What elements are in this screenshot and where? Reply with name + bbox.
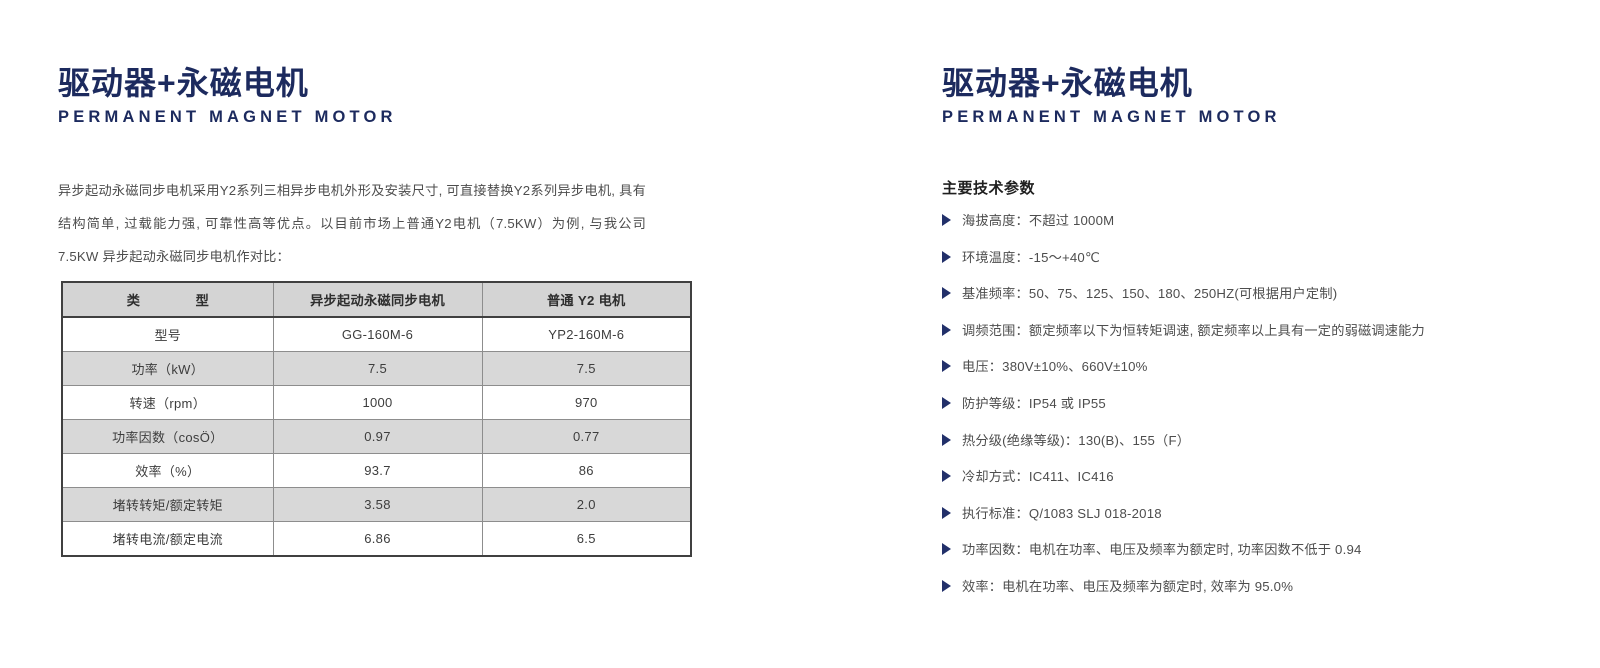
spec-list-item: 防护等级：IP54 或 IP55 [935,395,1555,432]
spec-list-item-label: 冷却方式：IC411、IC416 [962,469,1114,485]
table-header-row: 类 型 异步起动永磁同步电机 普通 Y2 电机 [61,281,692,318]
row-value-b: 2.0 [481,487,692,522]
left-panel: 驱动器+永磁电机 PERMANENT MAGNET MOTOR 异步起动永磁同步… [58,0,738,668]
row-label: 功率（kW） [61,351,274,386]
spec-list-item-label: 防护等级：IP54 或 IP55 [962,395,1106,411]
spec-list-item: 基准频率：50、75、125、150、180、250HZ(可根据用户定制) [935,285,1555,322]
row-label: 型号 [61,316,274,352]
triangle-right-icon [942,214,951,226]
spec-list-item: 电压：380V±10%、660V±10% [935,358,1555,395]
row-label: 效率（%） [61,453,274,488]
triangle-right-icon [942,543,951,556]
row-value-a: 3.58 [272,487,483,522]
triangle-right-icon [942,323,951,336]
row-label: 堵转电流/额定电流 [61,521,274,557]
table-row: 堵转电流/额定电流 6.86 6.5 [61,521,692,557]
spec-list: 海拔高度：不超过 1000M 环境温度：-15～+40℃ 基准频率：50、75、… [935,212,1555,615]
row-value-b: 0.77 [481,419,692,454]
right-brand-block: 驱动器+永磁电机 PERMANENT MAGNET MOTOR [942,64,1281,127]
row-value-b: 7.5 [481,351,692,386]
right-brand-title-cn: 驱动器+永磁电机 [942,65,1193,101]
left-brand-title-cn: 驱动器+永磁电机 [58,65,309,101]
spec-list-item: 海拔高度：不超过 1000M [935,212,1555,249]
row-value-a: 1000 [272,385,483,420]
triangle-right-icon [942,506,951,519]
left-brand-block: 驱动器+永磁电机 PERMANENT MAGNET MOTOR [58,64,397,127]
table-row: 堵转转矩/额定转矩 3.58 2.0 [61,487,692,522]
spec-list-item: 执行标准：Q/1083 SLJ 018-2018 [935,505,1555,542]
row-value-b: 970 [481,385,692,420]
triangle-right-icon [942,287,951,300]
row-value-a: 6.86 [272,521,483,557]
comparison-table: 类 型 异步起动永磁同步电机 普通 Y2 电机 型号 GG-160M-6 YP2… [61,281,692,557]
row-value-a: 93.7 [272,453,483,488]
row-value-a: 7.5 [272,351,483,386]
row-label: 堵转转矩/额定转矩 [61,487,274,522]
right-brand-title-en: PERMANENT MAGNET MOTOR [942,108,1281,127]
table-row: 转速（rpm） 1000 970 [61,385,692,420]
table-body: 型号 GG-160M-6 YP2-160M-6 功率（kW） 7.5 7.5 转… [61,316,692,557]
triangle-right-icon [942,396,951,409]
left-brand-title-en: PERMANENT MAGNET MOTOR [58,108,397,127]
spec-list-item-label: 基准频率：50、75、125、150、180、250HZ(可根据用户定制) [962,286,1338,302]
triangle-right-icon [942,433,951,446]
spec-list-item: 冷却方式：IC411、IC416 [935,468,1555,505]
row-value-a: 0.97 [272,419,483,454]
intro-paragraph: 异步起动永磁同步电机采用Y2系列三相异步电机外形及安装尺寸, 可直接替换Y2系列… [58,183,646,264]
row-value-a: GG-160M-6 [272,316,483,352]
spec-list-item: 热分级(绝缘等级)：130(B)、155（F） [935,432,1555,469]
table-header-y2-motor: 普通 Y2 电机 [481,281,692,318]
spec-section-heading: 主要技术参数 [942,180,1036,197]
table-header-type: 类 型 [61,281,274,318]
table-row: 型号 GG-160M-6 YP2-160M-6 [61,316,692,352]
triangle-right-icon [942,579,951,592]
row-label: 转速（rpm） [61,385,274,420]
spec-list-item: 功率因数：电机在功率、电压及频率为额定时, 功率因数不低于 0.94 [935,541,1555,578]
triangle-right-icon [942,470,951,483]
spec-list-item-label: 执行标准：Q/1083 SLJ 018-2018 [962,505,1162,521]
table-head: 类 型 异步起动永磁同步电机 普通 Y2 电机 [61,281,692,318]
spec-list-item-label: 功率因数：电机在功率、电压及频率为额定时, 功率因数不低于 0.94 [962,542,1362,558]
row-value-b: 6.5 [481,521,692,557]
spec-list-item-label: 效率：电机在功率、电压及频率为额定时, 效率为 95.0% [962,578,1294,594]
spec-list-item: 调频范围：额定频率以下为恒转矩调速, 额定频率以上具有一定的弱磁调速能力 [935,322,1555,359]
row-value-b: YP2-160M-6 [481,316,692,352]
spec-list-item-label: 热分级(绝缘等级)：130(B)、155（F） [962,432,1191,448]
row-value-b: 86 [481,453,692,488]
triangle-right-icon [942,250,951,263]
right-panel: 驱动器+永磁电机 PERMANENT MAGNET MOTOR 主要技术参数 海… [935,0,1555,668]
table-row: 功率因数（cosÖ） 0.97 0.77 [61,419,692,454]
table-row: 功率（kW） 7.5 7.5 [61,351,692,386]
triangle-right-icon [942,360,951,373]
table-row: 效率（%） 93.7 86 [61,453,692,488]
spec-list-item-label: 环境温度：-15～+40℃ [962,249,1100,265]
spec-list-item: 效率：电机在功率、电压及频率为额定时, 效率为 95.0% [935,578,1555,615]
table-header-pm-motor: 异步起动永磁同步电机 [272,281,483,318]
spec-list-item-label: 电压：380V±10%、660V±10% [962,359,1148,375]
spec-list-item: 环境温度：-15～+40℃ [935,249,1555,286]
spec-list-item-label: 海拔高度：不超过 1000M [962,213,1115,228]
row-label: 功率因数（cosÖ） [61,419,274,454]
table-header-type-label: 类 型 [126,293,235,308]
spec-list-item-label: 调频范围：额定频率以下为恒转矩调速, 额定频率以上具有一定的弱磁调速能力 [962,322,1425,338]
